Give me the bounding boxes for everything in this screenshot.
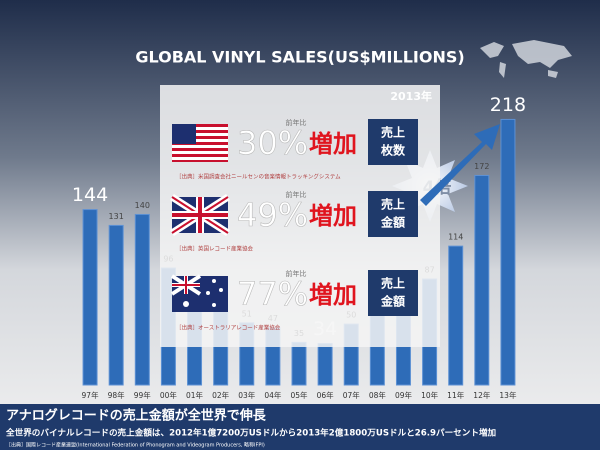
x-tick-label: 08年 — [369, 390, 387, 400]
x-tick-label: 05年 — [290, 390, 308, 400]
row-prefix: 前年比 — [286, 269, 307, 278]
banner-headline: アナログレコードの売上金額が全世界で伸長 — [6, 408, 267, 424]
growth-arrow — [420, 124, 500, 206]
data-label: 114 — [448, 233, 463, 242]
x-tick-label: 11年 — [447, 390, 465, 400]
data-label: 144 — [72, 184, 108, 206]
row-prefix: 前年比 — [286, 190, 307, 199]
x-tick-label: 02年 — [212, 390, 230, 400]
chart-title: GLOBAL VINYL SALES(US$MILLIONS) — [135, 48, 464, 67]
x-tick-label: 09年 — [395, 390, 413, 400]
row-percent: 49% — [237, 196, 308, 234]
banner — [0, 404, 600, 450]
x-tick-label: 10年 — [421, 390, 439, 400]
row-source: ［出典］米国調査会社ニールセンの音楽情報トラッキングシステム — [176, 173, 341, 181]
row-box — [368, 119, 418, 165]
row-box-label: 金額 — [380, 215, 405, 230]
row-box-label: 金額 — [380, 294, 405, 309]
bar — [134, 213, 150, 386]
banner-source: ［出典］国際レコード産業連盟(International Federation … — [6, 442, 265, 449]
bar — [108, 224, 124, 386]
flag-us — [172, 124, 228, 162]
x-tick-label: 97年 — [82, 390, 100, 400]
bar — [500, 118, 516, 386]
row-source: ［出典］オーストラリアレコード産業協会 — [176, 324, 281, 332]
x-tick-label: 00年 — [160, 390, 178, 400]
row-box-label: 枚数 — [381, 143, 406, 158]
bar — [317, 343, 333, 386]
flag-uk — [170, 194, 230, 236]
bar — [291, 341, 307, 386]
x-tick-label: 13年 — [499, 390, 517, 400]
data-label: 172 — [474, 162, 489, 171]
row-change: 増加 — [309, 202, 357, 230]
row-box — [368, 270, 418, 316]
row-change: 増加 — [309, 281, 357, 309]
world-map-icon — [480, 40, 572, 78]
row-change: 増加 — [309, 130, 357, 158]
row-prefix: 前年比 — [286, 118, 307, 127]
row-source: ［出典］英国レコード産業協会 — [176, 245, 254, 253]
data-label: 131 — [109, 212, 124, 221]
x-tick-label: 03年 — [238, 390, 256, 400]
row-box — [368, 191, 418, 237]
row-percent: 77% — [237, 275, 308, 313]
row-box-label: 売上 — [381, 276, 405, 291]
x-tick-label: 98年 — [108, 390, 126, 400]
data-label: 140 — [135, 201, 150, 210]
x-tick-label: 04年 — [264, 390, 282, 400]
row-box-label: 売上 — [381, 197, 405, 212]
bar — [82, 209, 98, 386]
row-box-label: 売上 — [381, 125, 405, 140]
flag-au — [170, 274, 228, 312]
x-tick-label: 01年 — [186, 390, 204, 400]
panel-year: 2013年 — [390, 89, 432, 103]
data-label: 218 — [490, 94, 526, 116]
row-percent: 30% — [237, 124, 308, 162]
bar — [448, 245, 464, 386]
banner-body: 全世界のバイナルレコードの売上金額は、2012年1億7200万USドルから201… — [5, 427, 497, 439]
bar — [474, 174, 490, 386]
x-tick-label: 07年 — [343, 390, 361, 400]
x-tick-label: 06年 — [317, 390, 335, 400]
x-tick-label: 12年 — [473, 390, 491, 400]
x-tick-label: 99年 — [134, 390, 152, 400]
